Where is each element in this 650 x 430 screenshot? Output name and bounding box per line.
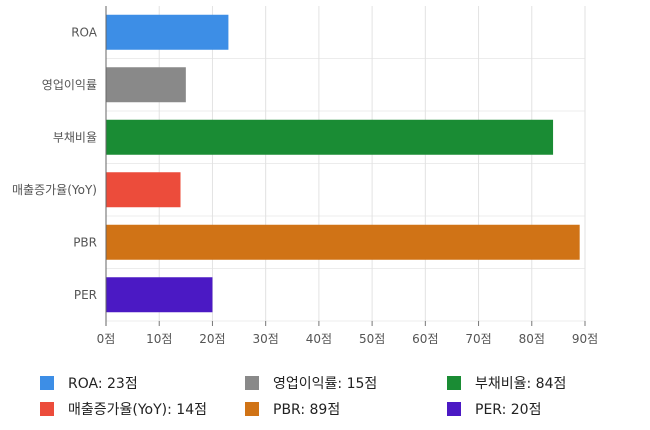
y-tick-label: 매출증가율(YoY) <box>12 183 97 197</box>
legend-label: PER: 20점 <box>475 402 542 418</box>
legend-label: PBR: 89점 <box>273 402 341 418</box>
x-tick-label: 70점 <box>465 332 491 346</box>
legend-label: 매출증가율(YoY): 14점 <box>68 402 207 418</box>
legend-swatch <box>245 402 259 416</box>
x-tick-label: 50점 <box>359 332 385 346</box>
bar <box>106 67 186 103</box>
legend-item[interactable]: 영업이익률: 15점 <box>245 373 377 393</box>
x-tick-label: 80점 <box>519 332 545 346</box>
legend-swatch <box>447 376 461 390</box>
bar <box>106 277 213 313</box>
x-tick-label: 20점 <box>199 332 225 346</box>
bar <box>106 119 554 155</box>
legend-item[interactable]: 매출증가율(YoY): 14점 <box>40 399 207 419</box>
legend-label: 부채비율: 84점 <box>475 376 567 392</box>
legend-item[interactable]: PER: 20점 <box>447 399 541 419</box>
legend-swatch <box>40 376 54 390</box>
legend-label: ROA: 23점 <box>68 376 138 392</box>
legend-swatch <box>40 402 54 416</box>
x-tick-label: 60점 <box>412 332 438 346</box>
bar <box>106 14 229 50</box>
bar <box>106 224 580 260</box>
x-tick-label: 40점 <box>306 332 332 346</box>
legend-item[interactable]: ROA: 23점 <box>40 373 138 393</box>
y-tick-label: ROA <box>71 25 98 39</box>
x-tick-label: 90점 <box>572 332 598 346</box>
bar-chart: 0점 10점 20점 30점 40점 50점 60점 70점 80점 90점 ROA 영업이익률부채비… <box>12 6 598 346</box>
legend-item[interactable]: 부채비율: 84점 <box>447 373 566 393</box>
legend-swatch <box>245 376 259 390</box>
y-tick-label: 영업이익률 <box>42 78 97 92</box>
y-tick-label: 부채비율 <box>53 130 97 144</box>
y-tick-label: PBR <box>73 235 97 249</box>
x-tick-label: 10점 <box>146 332 172 346</box>
bar <box>106 172 181 208</box>
legend-swatch <box>447 402 461 416</box>
legend-item[interactable]: PBR: 89점 <box>245 399 340 419</box>
y-tick-label: PER <box>74 288 97 302</box>
legend-label: 영업이익률: 15점 <box>273 376 378 392</box>
x-tick-label: 0점 <box>97 332 116 346</box>
x-tick-label: 30점 <box>253 332 279 346</box>
